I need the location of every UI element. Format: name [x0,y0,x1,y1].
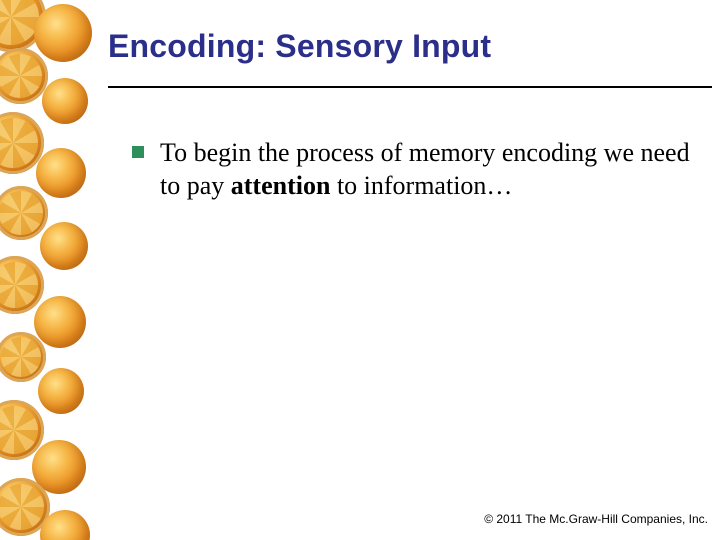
orange-slice-icon [0,186,48,240]
title-underline [108,86,712,88]
slide-title: Encoding: Sensory Input [108,28,491,65]
bullet-text-bold: attention [231,171,331,200]
orange-icon [38,368,84,414]
copyright-text: © 2011 The Mc.Graw-Hill Companies, Inc. [484,512,708,526]
orange-slice-icon [0,48,48,104]
orange-icon [40,222,88,270]
bullet-item: To begin the process of memory encoding … [132,136,710,203]
orange-icon [34,4,92,62]
bullet-text: To begin the process of memory encoding … [160,136,710,203]
orange-icon [36,148,86,198]
orange-slice-icon [0,332,46,382]
decorative-sidebar [0,0,96,540]
orange-icon [34,296,86,348]
orange-slice-icon [0,256,44,314]
square-bullet-icon [132,146,144,158]
orange-icon [42,78,88,124]
bullet-text-post: to information… [330,171,512,200]
